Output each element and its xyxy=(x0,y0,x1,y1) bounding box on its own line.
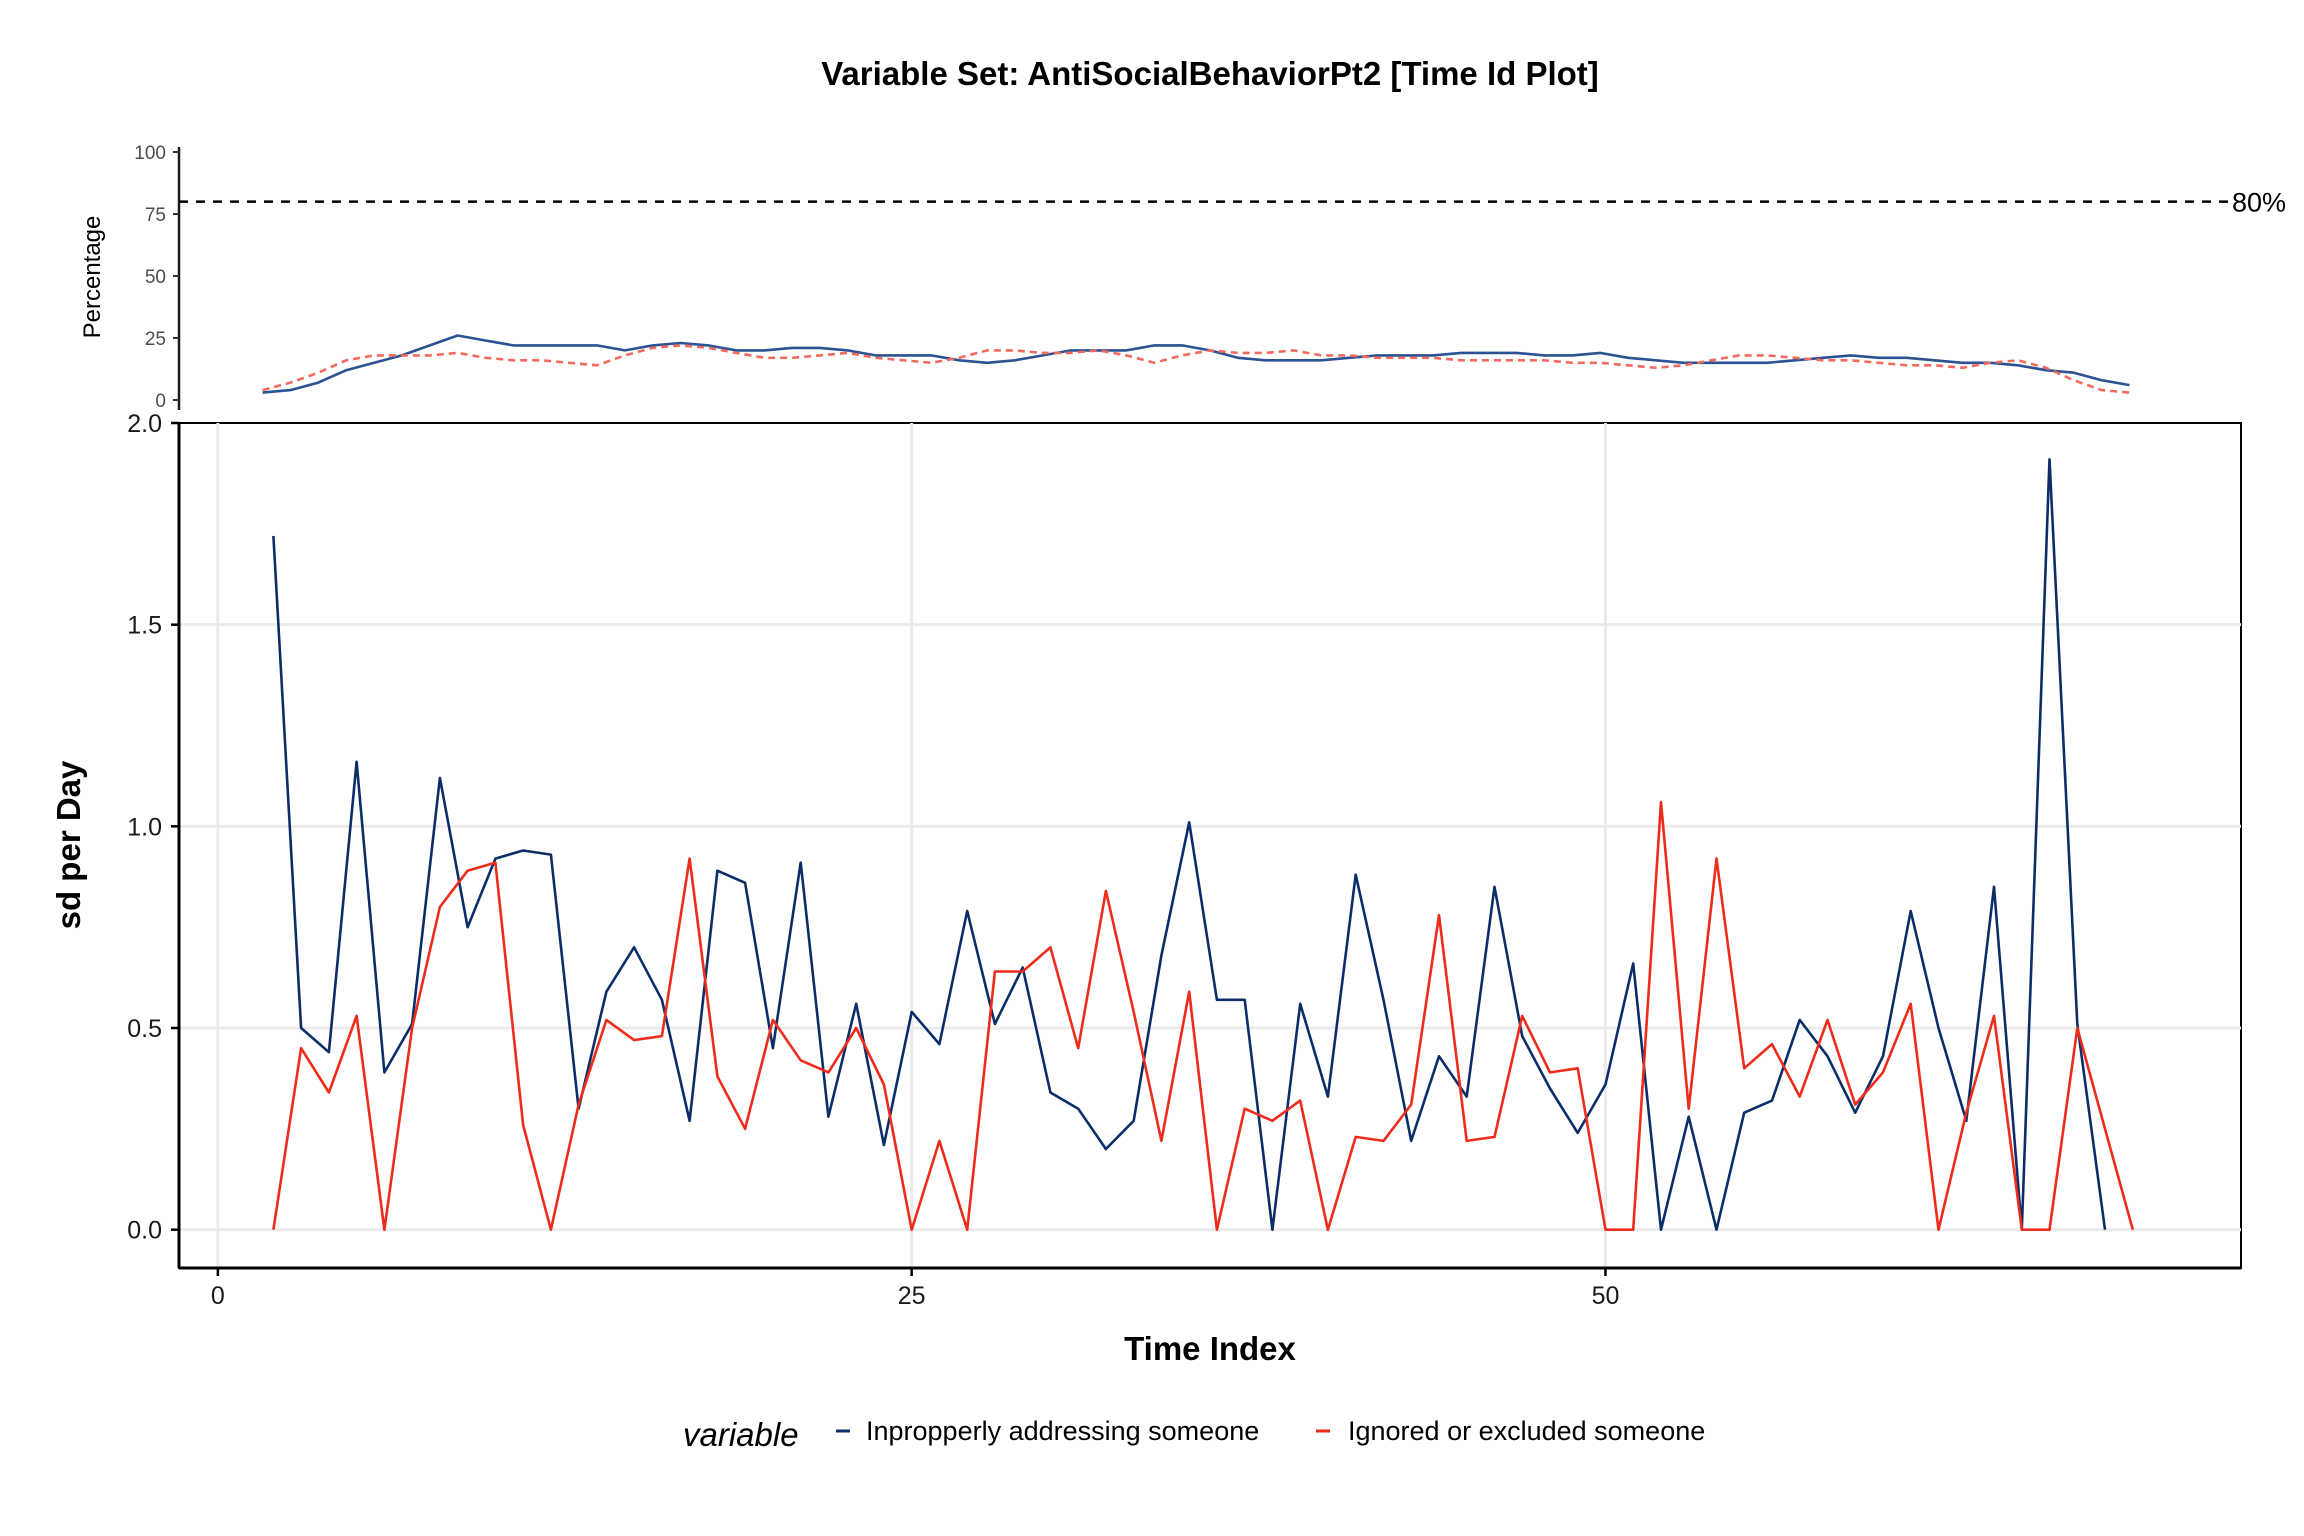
coverage-y-axis-title: Percentage xyxy=(79,216,106,339)
y-tick-label: 2.0 xyxy=(127,410,162,438)
main-panel: 0.0 0.5 1.0 1.5 2.0 0 25 50 Time Index sd per D… xyxy=(50,410,2242,1367)
coverage-y-tick-label: 25 xyxy=(145,329,166,350)
y-axis-title: sd per Day xyxy=(50,760,87,929)
series-line-1 xyxy=(272,800,2135,1231)
y-tick-label: 1.5 xyxy=(127,612,162,640)
y-tick-label: 0.0 xyxy=(127,1217,162,1245)
x-tick-label: 25 xyxy=(898,1282,926,1310)
series-line-0 xyxy=(272,457,2107,1231)
legend-title: variable xyxy=(683,1416,799,1453)
y-tick-label: 1.0 xyxy=(127,813,162,841)
legend-label-ignored-excluded: Ignored or excluded someone xyxy=(1348,1416,1705,1446)
chart-title: Variable Set: AntiSocialBehaviorPt2 [Tim… xyxy=(821,55,1599,92)
plot-border xyxy=(178,422,2242,1269)
coverage-y-tick-label: 50 xyxy=(145,267,166,288)
legend: variable Inpropperly addressing someone … xyxy=(683,1416,1705,1453)
coverage-series-line-0 xyxy=(262,334,2130,394)
y-tick-label: 0.5 xyxy=(127,1015,162,1043)
x-tick-label: 50 xyxy=(1592,1282,1620,1310)
coverage-y-tick-label: 100 xyxy=(134,143,166,164)
x-axis-title: Time Index xyxy=(1124,1330,1296,1367)
coverage-series-line-1 xyxy=(262,344,2130,394)
coverage-panel: 0 25 50 75 100 80% Percentage xyxy=(79,143,2286,412)
reference-line-label: 80% xyxy=(2232,188,2286,218)
coverage-y-tick-label: 0 xyxy=(155,391,166,412)
coverage-y-tick-label: 75 xyxy=(145,205,166,226)
x-tick-label: 0 xyxy=(211,1282,225,1310)
legend-label-inpropperly-addressing: Inpropperly addressing someone xyxy=(866,1416,1259,1446)
